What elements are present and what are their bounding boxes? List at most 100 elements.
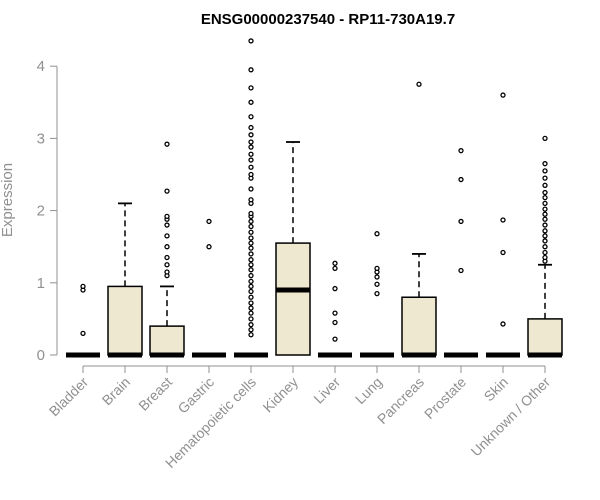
outlier-point [248, 114, 254, 120]
outlier-point [248, 322, 254, 328]
box-group [66, 283, 100, 358]
outlier-point [248, 132, 254, 138]
outlier-point [332, 319, 338, 326]
outlier-point [248, 210, 254, 217]
outlier-point [374, 265, 380, 272]
box-group [107, 202, 143, 358]
outlier-point [542, 182, 548, 188]
box-body [149, 325, 185, 356]
outlier-point [542, 194, 548, 201]
outlier-point [542, 200, 548, 207]
outlier-point [542, 244, 548, 250]
outlier-point [458, 148, 464, 154]
outlier-point [164, 254, 170, 261]
box-group [486, 92, 520, 358]
outlier-point [500, 92, 506, 98]
box-group [527, 135, 563, 358]
outlier-point [248, 305, 254, 311]
outlier-point [248, 288, 254, 295]
outlier-point [164, 233, 170, 239]
outlier-point [374, 274, 380, 280]
y-axis-label: Expression [0, 163, 16, 237]
outlier-point [332, 265, 338, 272]
x-tick-label: Liver [310, 374, 343, 407]
outlier-point [248, 300, 254, 306]
box-group [149, 141, 185, 358]
outlier-point [542, 211, 548, 217]
outlier-point [248, 186, 254, 192]
x-tick-label: Pancreas [374, 374, 427, 427]
box-group [234, 38, 268, 358]
outlier-point [164, 213, 170, 220]
outlier-point [248, 144, 254, 150]
outlier-point [248, 272, 254, 279]
outlier-point [458, 176, 464, 183]
outlier-point [164, 269, 170, 275]
outlier-point [542, 222, 548, 228]
box-group [275, 141, 311, 356]
outlier-point [248, 124, 254, 131]
outlier-point [248, 223, 254, 230]
outlier-point [248, 316, 254, 322]
box-group [444, 148, 478, 358]
outlier-point [206, 244, 212, 250]
outlier-point [248, 151, 254, 157]
outlier-point [248, 164, 254, 170]
outlier-point [542, 135, 548, 142]
outlier-point [248, 251, 254, 257]
outlier-point [500, 217, 506, 223]
outlier-point [248, 257, 254, 263]
outlier-point [542, 238, 548, 244]
x-tick-label: Skin [481, 374, 512, 405]
outlier-point [374, 281, 380, 287]
x-tick-label: Prostate [421, 374, 469, 422]
outlier-point [248, 171, 254, 178]
outlier-point [80, 283, 86, 290]
x-tick-label: Breast [135, 374, 175, 414]
box-body [107, 285, 143, 356]
plot-area [66, 38, 563, 358]
y-tick-label: 0 [37, 347, 45, 364]
box-group [360, 231, 394, 358]
outlier-point [248, 310, 254, 316]
box-body [275, 242, 311, 356]
outlier-point [248, 283, 254, 290]
x-tick-label: Lung [352, 374, 385, 407]
outlier-point [248, 245, 254, 251]
outlier-point [248, 294, 254, 300]
outlier-point [374, 290, 380, 297]
outlier-point [542, 161, 548, 167]
x-tick-label: Unknown / Other [468, 374, 554, 460]
outlier-point [80, 330, 86, 336]
outlier-point [542, 233, 548, 239]
outlier-point [248, 38, 254, 44]
outlier-point [164, 262, 170, 268]
outlier-point [248, 332, 254, 338]
x-tick-label: Kidney [260, 374, 302, 416]
outlier-point [248, 85, 254, 91]
outlier-point [248, 240, 254, 246]
outlier-point [164, 141, 170, 147]
outlier-point [458, 218, 464, 225]
outlier-point [248, 235, 254, 241]
outlier-point [248, 262, 254, 268]
outlier-point [542, 168, 548, 174]
chart-title: ENSG00000237540 - RP11-730A19.7 [201, 11, 455, 28]
outlier-point [206, 218, 212, 225]
outlier-point [542, 216, 548, 222]
outlier-point [164, 244, 170, 250]
y-axis: 0 1 2 3 4 [37, 58, 58, 364]
outlier-point [248, 99, 254, 105]
outlier-point [500, 321, 506, 327]
outlier-point [332, 260, 338, 266]
outlier-point [332, 285, 338, 292]
outlier-point [416, 81, 422, 87]
outlier-point [542, 228, 548, 234]
outlier-point [374, 231, 380, 237]
outlier-point [542, 206, 548, 212]
outlier-point [542, 175, 548, 181]
outlier-point [248, 139, 254, 145]
box-body [527, 318, 563, 356]
